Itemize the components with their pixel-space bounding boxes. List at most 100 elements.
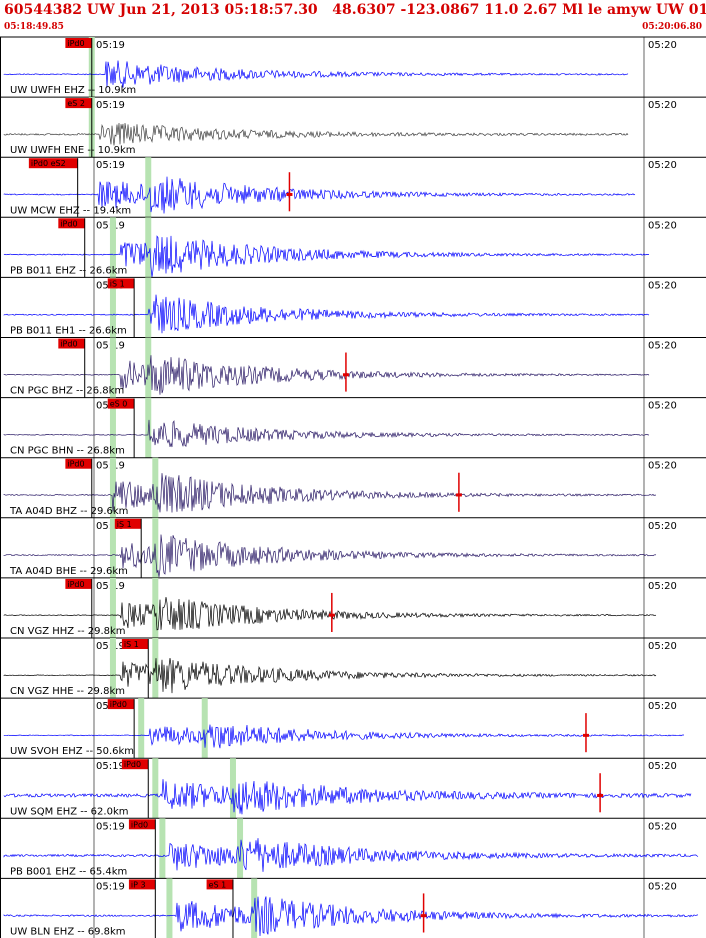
phase-pick-flag [114, 518, 142, 529]
minute-label-right: 05:20 [648, 341, 677, 352]
s-arrival-band [145, 217, 152, 278]
phase-pick-flag [65, 38, 92, 48]
phase-pick-flag [128, 879, 156, 890]
minute-label-right: 05:20 [648, 761, 677, 772]
minute-label-right: 05:20 [648, 701, 677, 712]
phase-pick-label: iS 1 [117, 520, 132, 529]
phase-pick-label: eS 2 [67, 99, 85, 108]
phase-pick-label: iS 1 [124, 640, 139, 649]
event-title: 60544382 UW Jun 21, 2013 05:18:57.30 48.… [4, 2, 706, 18]
window-start-time: 05:18:49.85 [4, 22, 64, 32]
phase-pick-label: iPd0 [60, 219, 77, 228]
s-arrival-band [145, 277, 152, 338]
minute-label-right: 05:20 [648, 521, 677, 532]
waveform [3, 355, 650, 395]
p-arrival-band [159, 818, 166, 879]
waveform [3, 60, 629, 88]
minute-label-right: 05:20 [648, 220, 677, 231]
minute-label-right: 05:20 [648, 821, 677, 832]
waveform [3, 294, 650, 334]
phase-pick-flag [28, 158, 78, 169]
trace-label: CN VGZ HHE -- 29.8km [10, 686, 125, 697]
s-arrival-band [237, 818, 244, 879]
trace-label: CN VGZ HHZ -- 29.8km [10, 626, 126, 637]
phase-pick-label: iPd0 [60, 340, 77, 349]
phase-pick-label: iPd0 eS2 [31, 159, 66, 168]
phase-pick-flag [107, 398, 135, 409]
minute-label-left: 05:19 [96, 160, 125, 171]
p-arrival-band [109, 517, 116, 578]
trace-label: TA A04D BHE -- 29.6km [9, 566, 128, 577]
waveform [3, 896, 699, 937]
phase-pick-label: iPd0 [131, 820, 148, 829]
trace-label: CN PGC BHZ -- 26.8km [10, 386, 124, 397]
phase-pick-flag [65, 578, 92, 589]
phase-pick-flag [65, 458, 92, 469]
phase-pick-label: iS 1 [110, 279, 125, 288]
phase-pick-label: iP 3 [131, 880, 146, 889]
phase-pick-flag [58, 218, 85, 229]
waveform [3, 473, 657, 513]
phase-pick-label: eS 0 [110, 400, 128, 409]
p-arrival-band [109, 638, 116, 699]
trace-label: UW SVOH EHZ -- 50.6km [10, 746, 134, 757]
waveform [3, 176, 636, 214]
p-arrival-band [109, 457, 116, 518]
phase-pick-flag [65, 98, 92, 109]
minute-label-right: 05:20 [648, 100, 677, 111]
waveform [3, 122, 629, 146]
phase-pick-flag [58, 338, 85, 349]
trace-label: CN PGC BHN -- 26.8km [10, 446, 125, 457]
p-arrival-band [152, 758, 159, 819]
waveform [3, 724, 684, 749]
minute-label-right: 05:20 [648, 461, 677, 472]
minute-label-right: 05:20 [648, 881, 677, 892]
p-arrival-band [109, 337, 116, 398]
trace-label: PB B011 EH1 -- 26.6km [10, 326, 127, 337]
phase-pick-label: iPd0 [110, 700, 127, 709]
minute-label-right: 05:20 [648, 581, 677, 592]
p-arrival-band [109, 397, 116, 458]
window-end-time: 05:20:06.80 [642, 22, 702, 32]
minute-label-left: 05:19 [96, 881, 125, 892]
s-arrival-band [152, 577, 159, 638]
minute-label-right: 05:20 [648, 160, 677, 171]
trace-label: UW BLN EHZ -- 69.8km [10, 927, 126, 938]
minute-label-left: 05:19 [96, 40, 125, 51]
plot-header: 60544382 UW Jun 21, 2013 05:18:57.30 48.… [0, 0, 706, 36]
p-arrival-band [166, 878, 173, 938]
p-arrival-band [109, 217, 116, 278]
trace-label: PB B011 EHZ -- 26.6km [10, 265, 127, 276]
minute-label-left: 05:19 [96, 100, 125, 111]
phase-pick-label: iPd0 [67, 580, 84, 589]
trace-label: UW UWFH EHZ -- 10.9km [10, 85, 136, 96]
s-arrival-band [201, 698, 208, 759]
phase-pick-flag [121, 639, 149, 649]
trace-label: UW MCW EHZ -- 19.4km [10, 205, 131, 216]
p-arrival-band [138, 698, 145, 759]
minute-label-right: 05:20 [648, 280, 677, 291]
s-arrival-band [152, 457, 159, 518]
trace-label: UW SQM EHZ -- 62.0km [10, 806, 128, 817]
phase-pick-label: iPd0 [124, 760, 141, 769]
minute-label-right: 05:20 [648, 40, 677, 51]
waveform [3, 235, 650, 278]
waveform [3, 534, 657, 577]
minute-label-left: 05:19 [96, 761, 125, 772]
minute-label-left: 05:19 [96, 821, 125, 832]
phase-pick-flag [128, 819, 156, 830]
phase-pick-label: iPd0 [67, 460, 84, 469]
s-arrival-band [229, 758, 236, 819]
phase-pick-flag [121, 759, 149, 770]
s-arrival-band [145, 157, 152, 218]
minute-label-right: 05:20 [648, 641, 677, 652]
waveform [3, 658, 657, 694]
waveform [3, 779, 692, 815]
phase-pick-flag [206, 879, 233, 890]
p-arrival-band [109, 577, 116, 638]
phase-pick-flag [107, 699, 135, 710]
minute-label-right: 05:20 [648, 401, 677, 412]
trace-label: UW UWFH ENE -- 10.9km [10, 145, 136, 156]
trace-label: PB B001 EHZ -- 65.4km [10, 866, 127, 877]
